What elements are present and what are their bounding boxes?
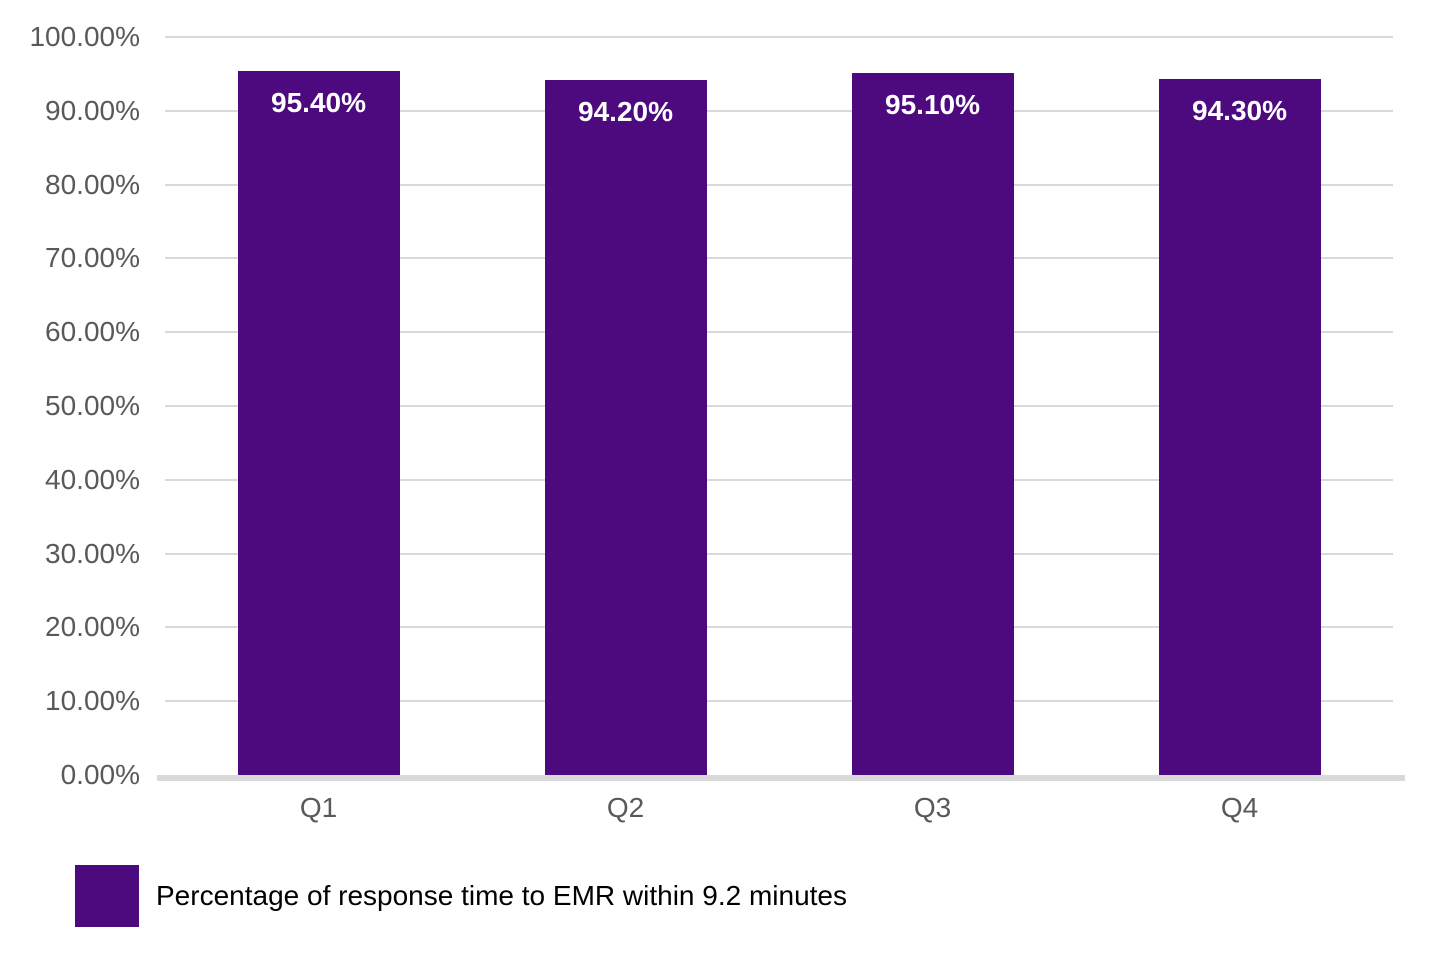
y-axis-tick-label: 20.00% — [45, 611, 140, 643]
bar-q1: 95.40% — [237, 70, 400, 775]
y-axis-tick-label: 100.00% — [29, 21, 140, 52]
bar-slot-q4: 94.30% — [1086, 37, 1393, 775]
bar-value-label: 95.10% — [885, 89, 980, 121]
plot-area: 95.40% 94.20% 95.10% 94.30% — [157, 36, 1405, 781]
x-axis-category-label: Q1 — [299, 792, 338, 823]
gridline — [165, 257, 1393, 260]
x-axis-category-label: Q4 — [1220, 792, 1259, 823]
gridline — [165, 183, 1393, 186]
gridline — [165, 700, 1393, 703]
gridline — [165, 626, 1393, 629]
y-axis-tick-label: 0.00% — [60, 759, 140, 790]
x-axis-category-label: Q3 — [913, 792, 952, 823]
bar-value-label: 94.20% — [578, 95, 673, 127]
legend-label: Percentage of response time to EMR withi… — [156, 880, 848, 911]
x-axis-category-label: Q2 — [606, 792, 645, 823]
y-axis-tick-label: 30.00% — [45, 537, 140, 569]
bar-slot-q1: 95.40% — [165, 37, 472, 775]
legend-swatch — [75, 865, 139, 927]
bar-value-label: 95.40% — [271, 86, 366, 118]
bar-value-label: 94.30% — [1192, 95, 1287, 127]
y-axis-tick-label: 10.00% — [45, 685, 140, 717]
y-axis-tick-label: 70.00% — [45, 242, 140, 274]
x-axis: Q1 Q2 Q3 Q4 — [165, 792, 1393, 824]
bars-container: 95.40% 94.20% 95.10% 94.30% — [165, 37, 1393, 775]
bar-slot-q3: 95.10% — [779, 37, 1086, 775]
y-axis-tick-label: 50.00% — [45, 390, 140, 421]
gridlines — [157, 36, 1405, 781]
gridline — [165, 405, 1393, 407]
bar-q3: 95.10% — [851, 73, 1014, 775]
gridline — [165, 552, 1393, 555]
y-axis-tick-label: 80.00% — [45, 168, 140, 200]
y-axis-tick-label: 40.00% — [45, 463, 140, 495]
y-axis-tick-label: 90.00% — [45, 94, 140, 126]
legend: Percentage of response time to EMR withi… — [75, 865, 847, 927]
gridline — [165, 331, 1393, 334]
bar-q2: 94.20% — [544, 79, 707, 775]
y-axis-tick-label: 60.00% — [45, 316, 140, 348]
gridline — [165, 478, 1393, 481]
bar-q4: 94.30% — [1158, 79, 1321, 775]
y-axis: 0.00% 10.00% 20.00% 30.00% 40.00% 50.00% 60.00… — [0, 21, 140, 790]
bar-slot-q2: 94.20% — [472, 37, 779, 775]
x-axis-baseline — [157, 775, 1405, 781]
gridline — [165, 36, 1393, 38]
gridline — [165, 109, 1393, 112]
